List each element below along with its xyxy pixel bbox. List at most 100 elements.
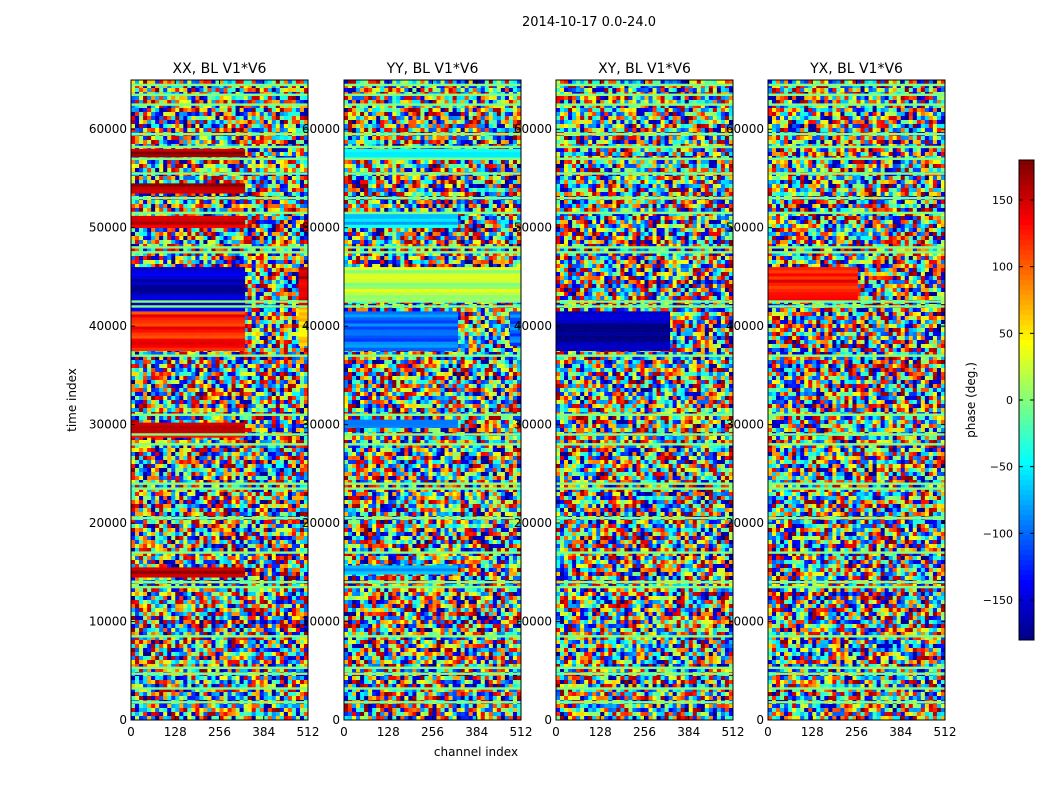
colorbar-swatch: [1019, 290, 1034, 296]
flagged-row: [556, 433, 733, 436]
panel-0: XX, BL V1*V6 0 128 256 384 512 0 10000 20000 3000…: [89, 61, 320, 739]
flagged-row: [556, 145, 733, 149]
flagged-row: [131, 585, 308, 589]
colorbar-swatch: [1019, 410, 1034, 416]
colorbar-swatch: [1019, 375, 1034, 381]
colorbar-swatch: [1019, 455, 1034, 461]
colorbar-tick-label: 50: [999, 327, 1013, 340]
flagged-row: [344, 305, 521, 308]
flagged-row: [131, 305, 308, 308]
colorbar-swatch: [1019, 165, 1034, 171]
colorbar-swatch: [1019, 315, 1034, 321]
colorbar-swatch: [1019, 585, 1034, 591]
colorbar-swatch: [1019, 320, 1034, 326]
colorbar-swatch: [1019, 545, 1034, 551]
colorbar-swatch: [1019, 530, 1034, 536]
x-tick-label: 128: [801, 725, 824, 739]
colorbar-label: phase (deg.): [964, 362, 978, 438]
x-tick-label: 384: [677, 725, 700, 739]
panel-title: YY, BL V1*V6: [386, 61, 479, 77]
colorbar-swatch: [1019, 535, 1034, 541]
colorbar-swatch: [1019, 180, 1034, 186]
colorbar-swatch: [1019, 200, 1034, 206]
flagged-row: [556, 580, 733, 584]
colorbar-swatch: [1019, 305, 1034, 311]
coherent-band-0-6: [131, 567, 246, 578]
x-tick-label: 0: [552, 725, 560, 739]
flagged-row: [344, 145, 521, 149]
coherent-band-1-1: [344, 311, 459, 352]
colorbar-swatch: [1019, 560, 1034, 566]
colorbar-swatch: [1019, 295, 1034, 301]
y-tick-label: 60000: [726, 122, 764, 136]
colorbar-swatch: [1019, 570, 1034, 576]
flagged-row: [131, 516, 308, 520]
x-tick-label: 128: [377, 725, 400, 739]
y-tick-label: 0: [119, 713, 127, 727]
colorbar-swatch: [1019, 540, 1034, 546]
x-tick-label: 128: [589, 725, 612, 739]
colorbar-swatch: [1019, 475, 1034, 481]
colorbar-swatch: [1019, 300, 1034, 306]
colorbar-swatch: [1019, 260, 1034, 266]
colorbar-swatch: [1019, 480, 1034, 486]
colorbar-swatch: [1019, 435, 1034, 441]
y-tick-label: 60000: [89, 122, 127, 136]
colorbar-swatch: [1019, 430, 1034, 436]
flagged-row: [556, 93, 733, 96]
phase-image-2: [556, 80, 733, 720]
flagged-row: [131, 157, 308, 160]
y-tick-label: 20000: [89, 516, 127, 530]
y-tick-label: 60000: [514, 122, 552, 136]
flagged-row: [344, 300, 521, 303]
flagged-row: [556, 443, 733, 446]
flagged-row: [768, 93, 945, 96]
colorbar-tick-label: 100: [992, 261, 1013, 274]
x-tick-label: 256: [845, 725, 868, 739]
flagged-row: [131, 666, 308, 670]
flagged-row: [344, 672, 521, 675]
flagged-row: [768, 251, 945, 254]
y-tick-label: 40000: [514, 319, 552, 333]
coherent-band-1-5: [344, 565, 459, 575]
colorbar-swatch: [1019, 425, 1034, 431]
colorbar-swatch: [1019, 220, 1034, 226]
flagged-row: [556, 211, 733, 215]
colorbar-swatch: [1019, 510, 1034, 516]
flagged-row: [768, 666, 945, 670]
flagged-row: [131, 482, 308, 485]
flagged-row: [768, 443, 945, 446]
colorbar-swatch: [1019, 595, 1034, 601]
y-tick-label: 10000: [89, 615, 127, 629]
colorbar-swatch: [1019, 575, 1034, 581]
flagged-row: [344, 172, 521, 175]
phase-image-0: [131, 80, 308, 720]
panel-3: YX, BL V1*V6 0 128 256 384 512 0 10000 20000 3000…: [726, 61, 957, 739]
coherent-band-0-0: [131, 267, 246, 312]
x-tick-label: 256: [633, 725, 656, 739]
flagged-row: [344, 354, 521, 357]
colorbar-swatch: [1019, 270, 1034, 276]
flagged-row: [344, 443, 521, 446]
colorbar-swatch: [1019, 635, 1034, 641]
flagged-row: [556, 103, 733, 106]
colorbar-swatch: [1019, 225, 1034, 231]
flagged-row: [131, 672, 308, 675]
flagged-row: [556, 516, 733, 520]
flagged-row: [556, 672, 733, 675]
y-tick-label: 20000: [302, 516, 340, 530]
panels-layer: XX, BL V1*V6 0 128 256 384 512 0 10000 20000 3000…: [89, 61, 957, 739]
coherent-band-1-6: [509, 311, 521, 347]
flagged-row: [344, 246, 521, 249]
flagged-row: [556, 172, 733, 175]
coherent-band-1-3: [344, 212, 459, 228]
flagged-row: [131, 635, 308, 638]
flagged-row: [556, 487, 733, 490]
flagged-row: [768, 211, 945, 215]
colorbar-swatch: [1019, 600, 1034, 606]
colorbar-swatch: [1019, 350, 1034, 356]
coherent-band-1-2: [344, 419, 459, 428]
flagged-row: [556, 635, 733, 638]
flagged-row: [768, 551, 945, 554]
